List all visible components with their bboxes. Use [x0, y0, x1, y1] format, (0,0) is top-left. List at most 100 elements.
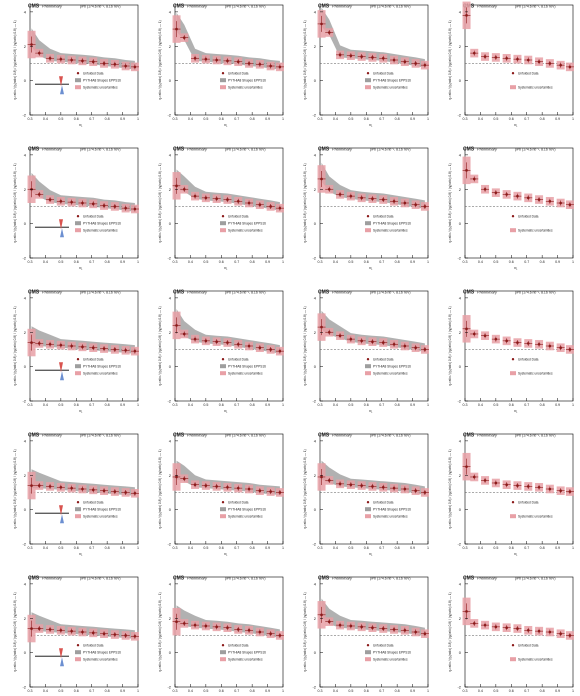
x-tick-label: 0.7	[89, 546, 94, 550]
data-point	[360, 625, 363, 629]
data-point	[278, 491, 282, 494]
legend-uncert-label: Systematic uncertainties	[518, 515, 553, 519]
energy-label: pPb (174.6 nb⁻¹, 8.16 TeV)	[225, 291, 266, 295]
x-tick-label: 0.4	[188, 117, 193, 121]
cms-label: CMS	[28, 433, 40, 439]
data-point	[371, 340, 374, 344]
data-point	[102, 347, 106, 350]
chart-panel-6: CMS Preliminary pPb (174.6 nb⁻¹, 8.16 TeV)…	[303, 147, 429, 271]
x-tick-label: 0.5	[203, 689, 208, 693]
legend-theory-label: PYTHIA8 Shapes EPPS16	[373, 365, 411, 369]
y-tick-label: 2	[459, 187, 462, 192]
data-point	[516, 57, 519, 61]
x-axis-label: x₁	[79, 408, 83, 413]
x-tick-label: 0.9	[555, 117, 560, 121]
y-tick-label: 0	[459, 78, 462, 83]
x-axis-label: x₁	[224, 122, 228, 127]
x-tick-label: 0.9	[120, 689, 125, 693]
x-tick-label: 0.6	[364, 546, 369, 550]
data-point	[133, 207, 137, 211]
data-point	[193, 337, 197, 341]
legend-uncert-swatch	[75, 228, 81, 233]
preliminary-label: Preliminary	[477, 290, 498, 295]
x-tick-label: 0.7	[524, 546, 529, 550]
legend-data-marker	[76, 72, 80, 75]
data-point	[548, 344, 552, 348]
x-tick-label: 0.7	[379, 117, 384, 121]
y-tick-label: 0	[24, 650, 27, 655]
data-point	[113, 348, 117, 351]
y-tick-label: 0	[459, 364, 462, 369]
cms-label: CMS	[173, 290, 185, 296]
y-tick-label: 4	[314, 9, 317, 14]
data-point	[320, 475, 323, 479]
data-point	[70, 344, 73, 348]
y-tick-label: 2	[24, 187, 27, 192]
theory-band	[176, 605, 280, 638]
legend-data-label: Unfolded Data	[518, 644, 539, 648]
data-point	[182, 477, 186, 480]
x-tick-label: 0.3	[318, 689, 323, 693]
x-tick-label: 1	[282, 260, 284, 264]
x-tick-label: 0.4	[43, 546, 48, 550]
x-tick-label: 0.8	[250, 403, 255, 407]
legend-data-label: Unfolded Data	[228, 72, 249, 76]
data-point	[258, 346, 262, 350]
data-point	[204, 196, 208, 200]
data-point	[91, 631, 95, 635]
y-tick-label: -2	[167, 113, 171, 118]
legend-theory-swatch	[220, 221, 226, 226]
preliminary-label: Preliminary	[42, 4, 63, 9]
data-point	[465, 169, 468, 172]
legend-uncert-swatch	[510, 514, 516, 519]
x-tick-label: 1	[572, 403, 574, 407]
x-axis-label: x₁	[224, 551, 228, 556]
x-tick-label: 0.6	[364, 260, 369, 264]
data-point	[414, 203, 417, 207]
data-point	[526, 342, 530, 345]
data-point	[414, 62, 417, 65]
data-point	[91, 346, 95, 350]
y-tick-label: 0	[169, 507, 172, 512]
x-tick-label: 0.3	[28, 260, 33, 264]
cms-label: CMS	[463, 576, 475, 582]
legend-data-label: Unfolded Data	[83, 72, 104, 76]
legend-uncert-label: Systematic uncertainties	[518, 86, 553, 90]
data-point	[37, 193, 41, 196]
data-point	[37, 51, 41, 55]
legend-uncert-label: Systematic uncertainties	[228, 658, 263, 662]
data-point	[349, 483, 353, 487]
legend-uncert-swatch	[365, 514, 371, 519]
data-point	[327, 330, 331, 334]
y-tick-label: 0	[314, 507, 317, 512]
preliminary-label: Preliminary	[332, 147, 353, 152]
x-tick-label: 0.6	[509, 260, 514, 264]
preliminary-label: Preliminary	[42, 147, 63, 152]
x-tick-label: 0.4	[333, 689, 338, 693]
chart-panel-10: CMS Preliminary pPb (174.6 nb⁻¹, 8.16 TeV)…	[303, 290, 429, 414]
cms-label: CMS	[463, 433, 475, 439]
x-tick-label: 1	[572, 689, 574, 693]
legend-data-label: Unfolded Data	[373, 501, 394, 505]
legend-data-label: Unfolded Data	[228, 358, 249, 362]
x-tick-label: 0.7	[524, 689, 529, 693]
data-point	[30, 627, 33, 630]
legend-data-marker	[76, 358, 80, 361]
data-point	[381, 56, 385, 60]
cms-label: CMS	[28, 290, 40, 296]
y-axis-label: ηᵢ ratio / (ηᵢ(ratio) 0.8) / (ηᵢ(ratio) …	[303, 306, 307, 385]
data-point	[175, 620, 178, 623]
x-tick-label: 0.3	[173, 403, 178, 407]
x-tick-label: 0.4	[188, 689, 193, 693]
y-tick-label: 2	[24, 330, 27, 335]
x-tick-label: 0.5	[203, 117, 208, 121]
x-tick-label: 0.9	[120, 403, 125, 407]
x-tick-label: 0.3	[463, 689, 468, 693]
data-point	[338, 334, 342, 337]
y-tick-label: -2	[22, 256, 26, 261]
data-point	[537, 485, 541, 489]
data-point	[494, 337, 498, 341]
data-point	[349, 54, 353, 58]
legend-uncert-swatch	[510, 657, 516, 662]
data-point	[327, 479, 331, 482]
